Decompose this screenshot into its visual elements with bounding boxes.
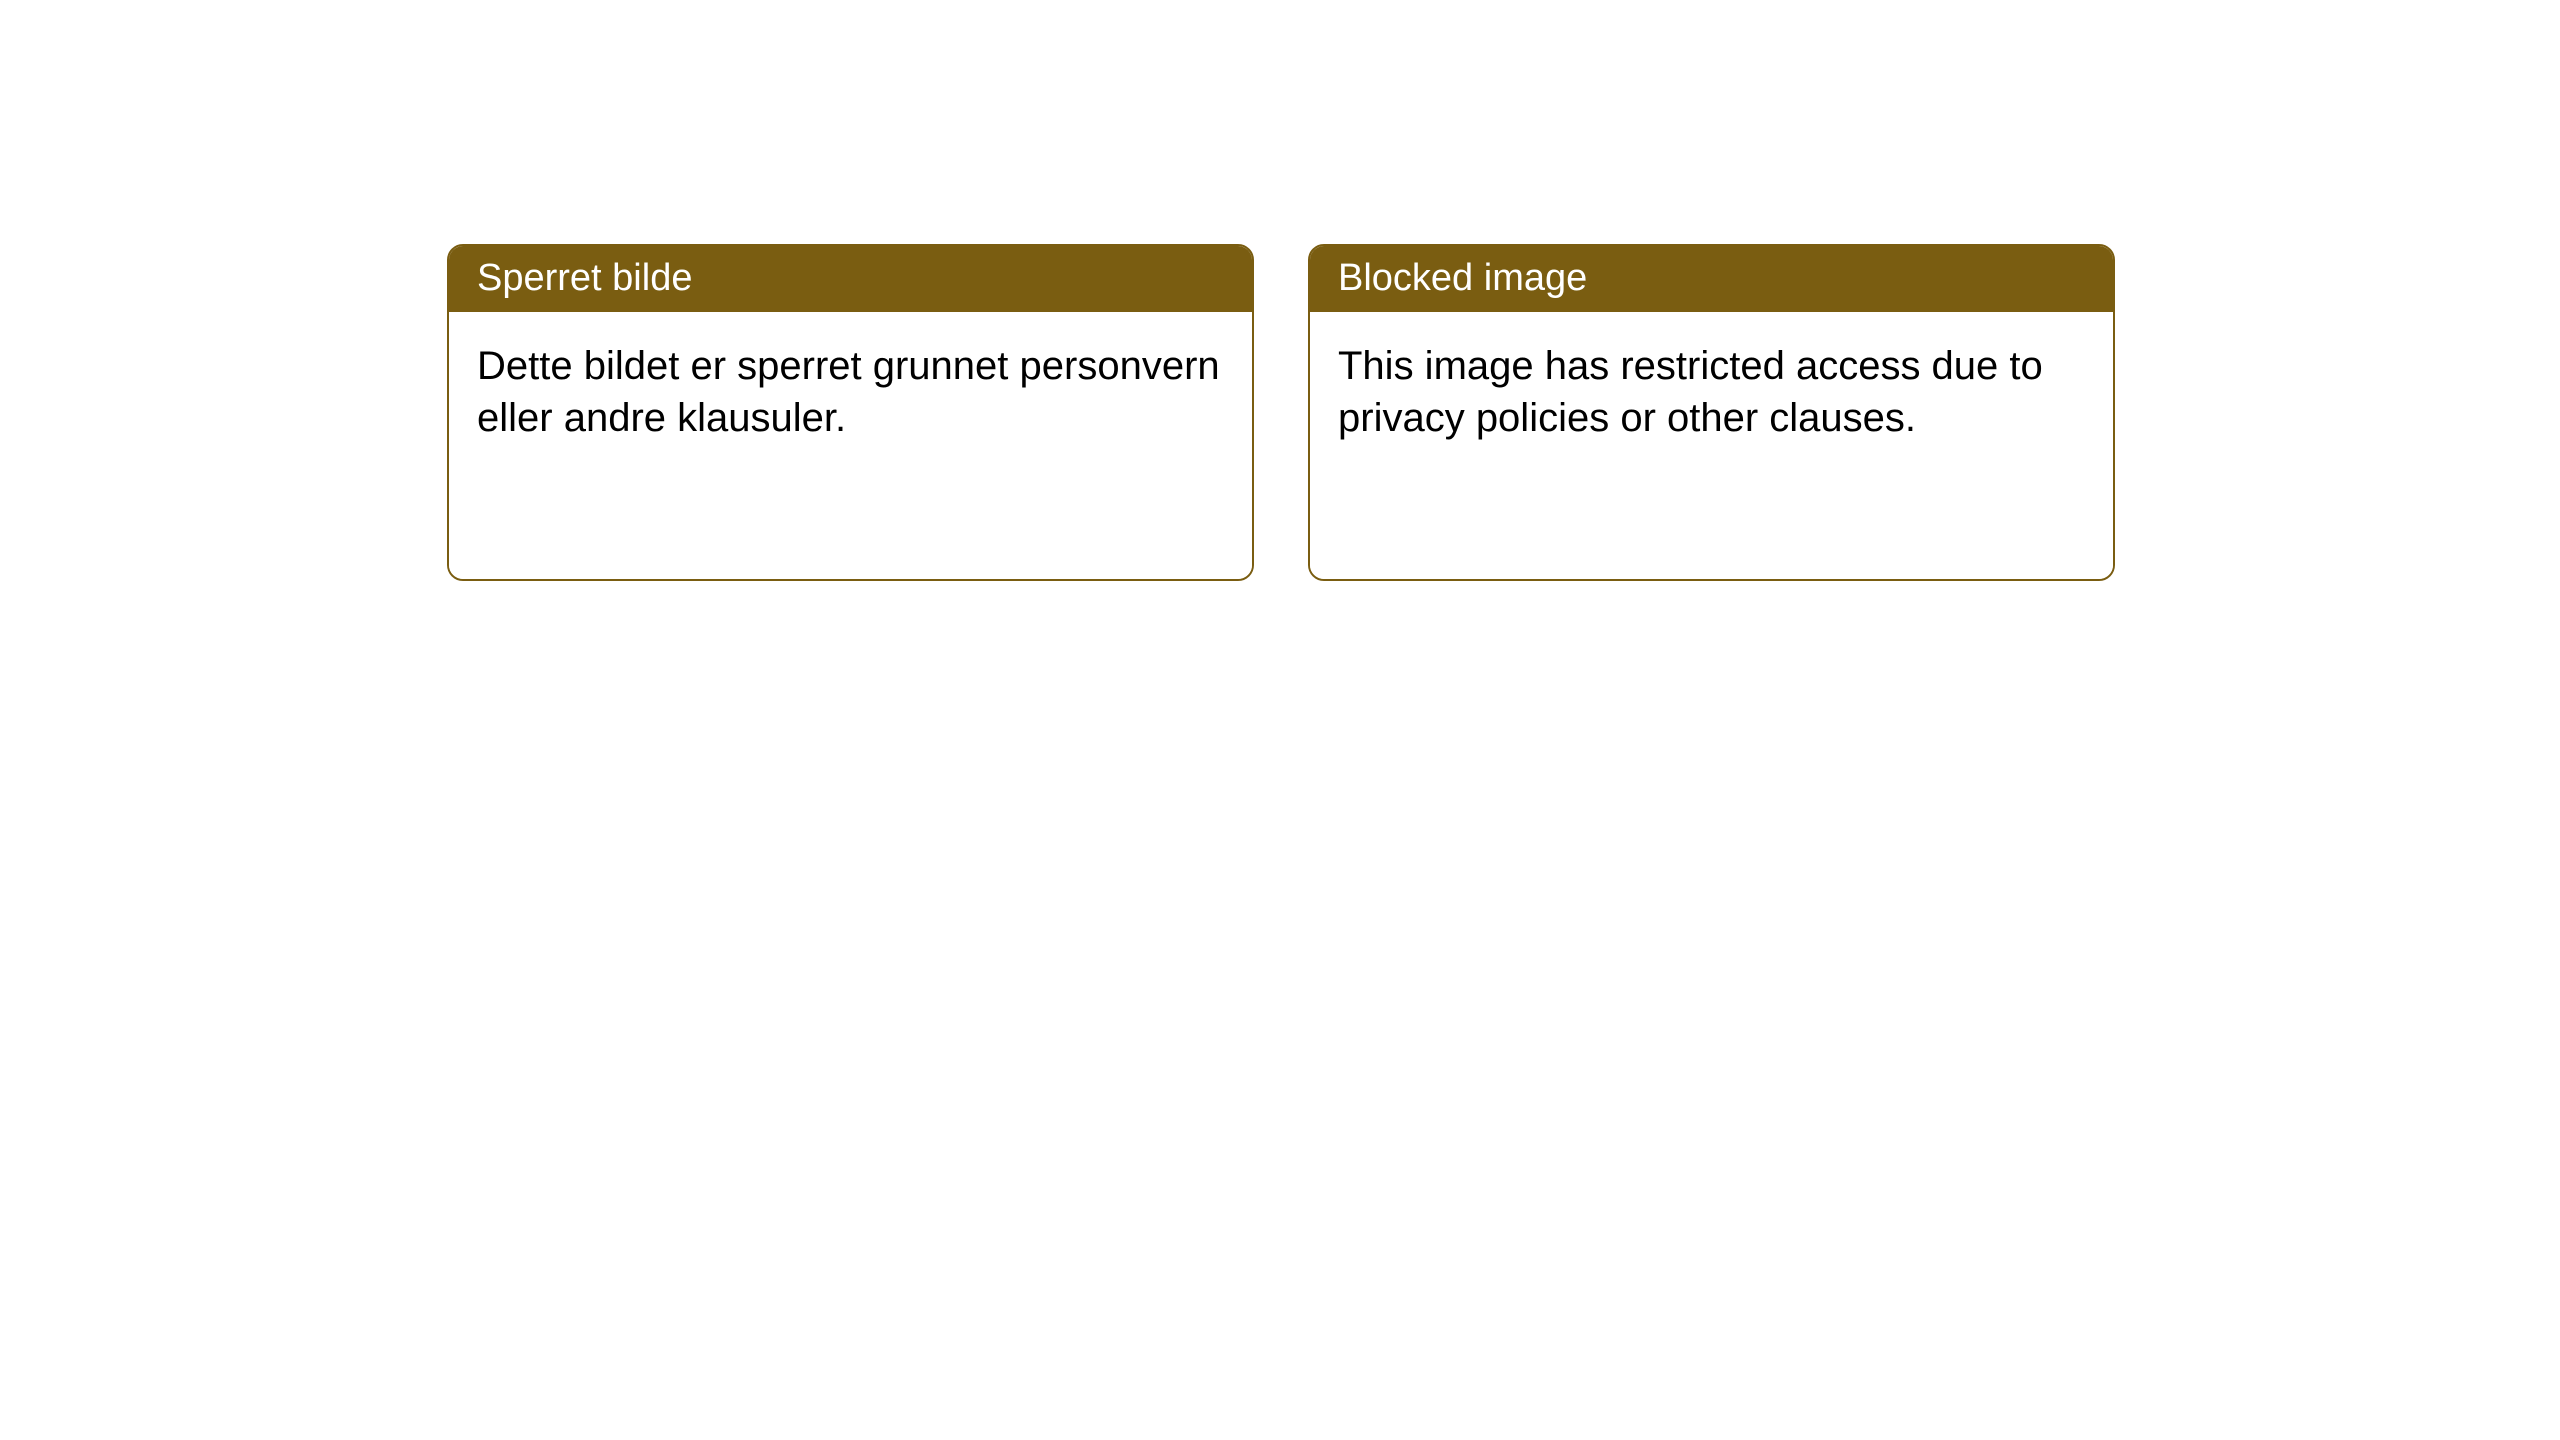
notice-container: Sperret bilde Dette bildet er sperret gr… [447,244,2115,581]
card-header: Sperret bilde [449,246,1252,312]
notice-card-norwegian: Sperret bilde Dette bildet er sperret gr… [447,244,1254,581]
card-title: Sperret bilde [477,257,692,299]
card-message: Dette bildet er sperret grunnet personve… [477,344,1220,440]
card-header: Blocked image [1310,246,2113,312]
card-body: This image has restricted access due to … [1310,312,2113,579]
notice-card-english: Blocked image This image has restricted … [1308,244,2115,581]
card-message: This image has restricted access due to … [1338,344,2043,440]
card-body: Dette bildet er sperret grunnet personve… [449,312,1252,579]
card-title: Blocked image [1338,257,1587,299]
